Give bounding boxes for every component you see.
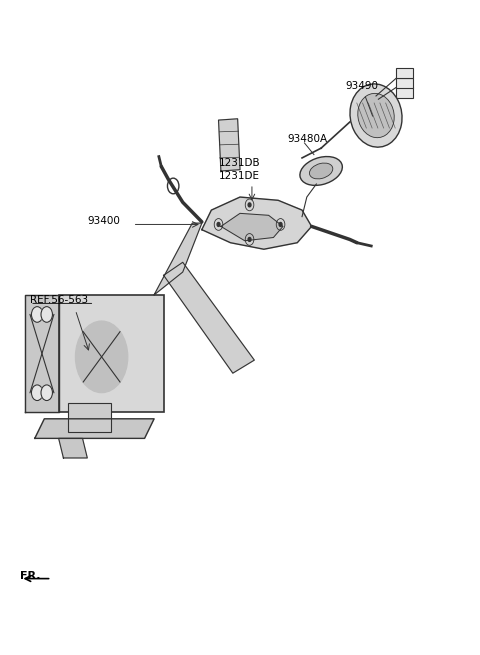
Circle shape — [41, 385, 52, 401]
Text: FR.: FR. — [21, 571, 41, 580]
FancyBboxPatch shape — [396, 68, 413, 79]
Polygon shape — [164, 262, 254, 373]
FancyBboxPatch shape — [59, 295, 164, 412]
Polygon shape — [35, 419, 154, 438]
Circle shape — [279, 223, 282, 227]
Text: 93490: 93490 — [345, 81, 378, 116]
Circle shape — [32, 307, 43, 322]
Polygon shape — [154, 223, 202, 295]
Ellipse shape — [358, 94, 394, 138]
Circle shape — [248, 238, 251, 242]
Text: 93480A: 93480A — [288, 134, 328, 143]
Polygon shape — [218, 119, 240, 171]
Ellipse shape — [310, 163, 333, 179]
FancyBboxPatch shape — [396, 88, 413, 98]
Ellipse shape — [350, 84, 402, 147]
Text: 1231DE: 1231DE — [218, 172, 260, 181]
Text: 1231DB: 1231DB — [218, 158, 260, 168]
Ellipse shape — [300, 157, 342, 185]
Circle shape — [32, 385, 43, 401]
Polygon shape — [202, 197, 312, 250]
Text: REF.56-563: REF.56-563 — [30, 295, 88, 305]
Polygon shape — [221, 214, 283, 241]
Polygon shape — [59, 438, 87, 458]
Text: 93400: 93400 — [87, 216, 120, 227]
Polygon shape — [25, 295, 59, 412]
FancyBboxPatch shape — [396, 78, 413, 88]
FancyBboxPatch shape — [68, 403, 111, 432]
Circle shape — [75, 321, 128, 393]
Circle shape — [217, 223, 220, 227]
Circle shape — [248, 203, 251, 207]
Circle shape — [41, 307, 52, 322]
